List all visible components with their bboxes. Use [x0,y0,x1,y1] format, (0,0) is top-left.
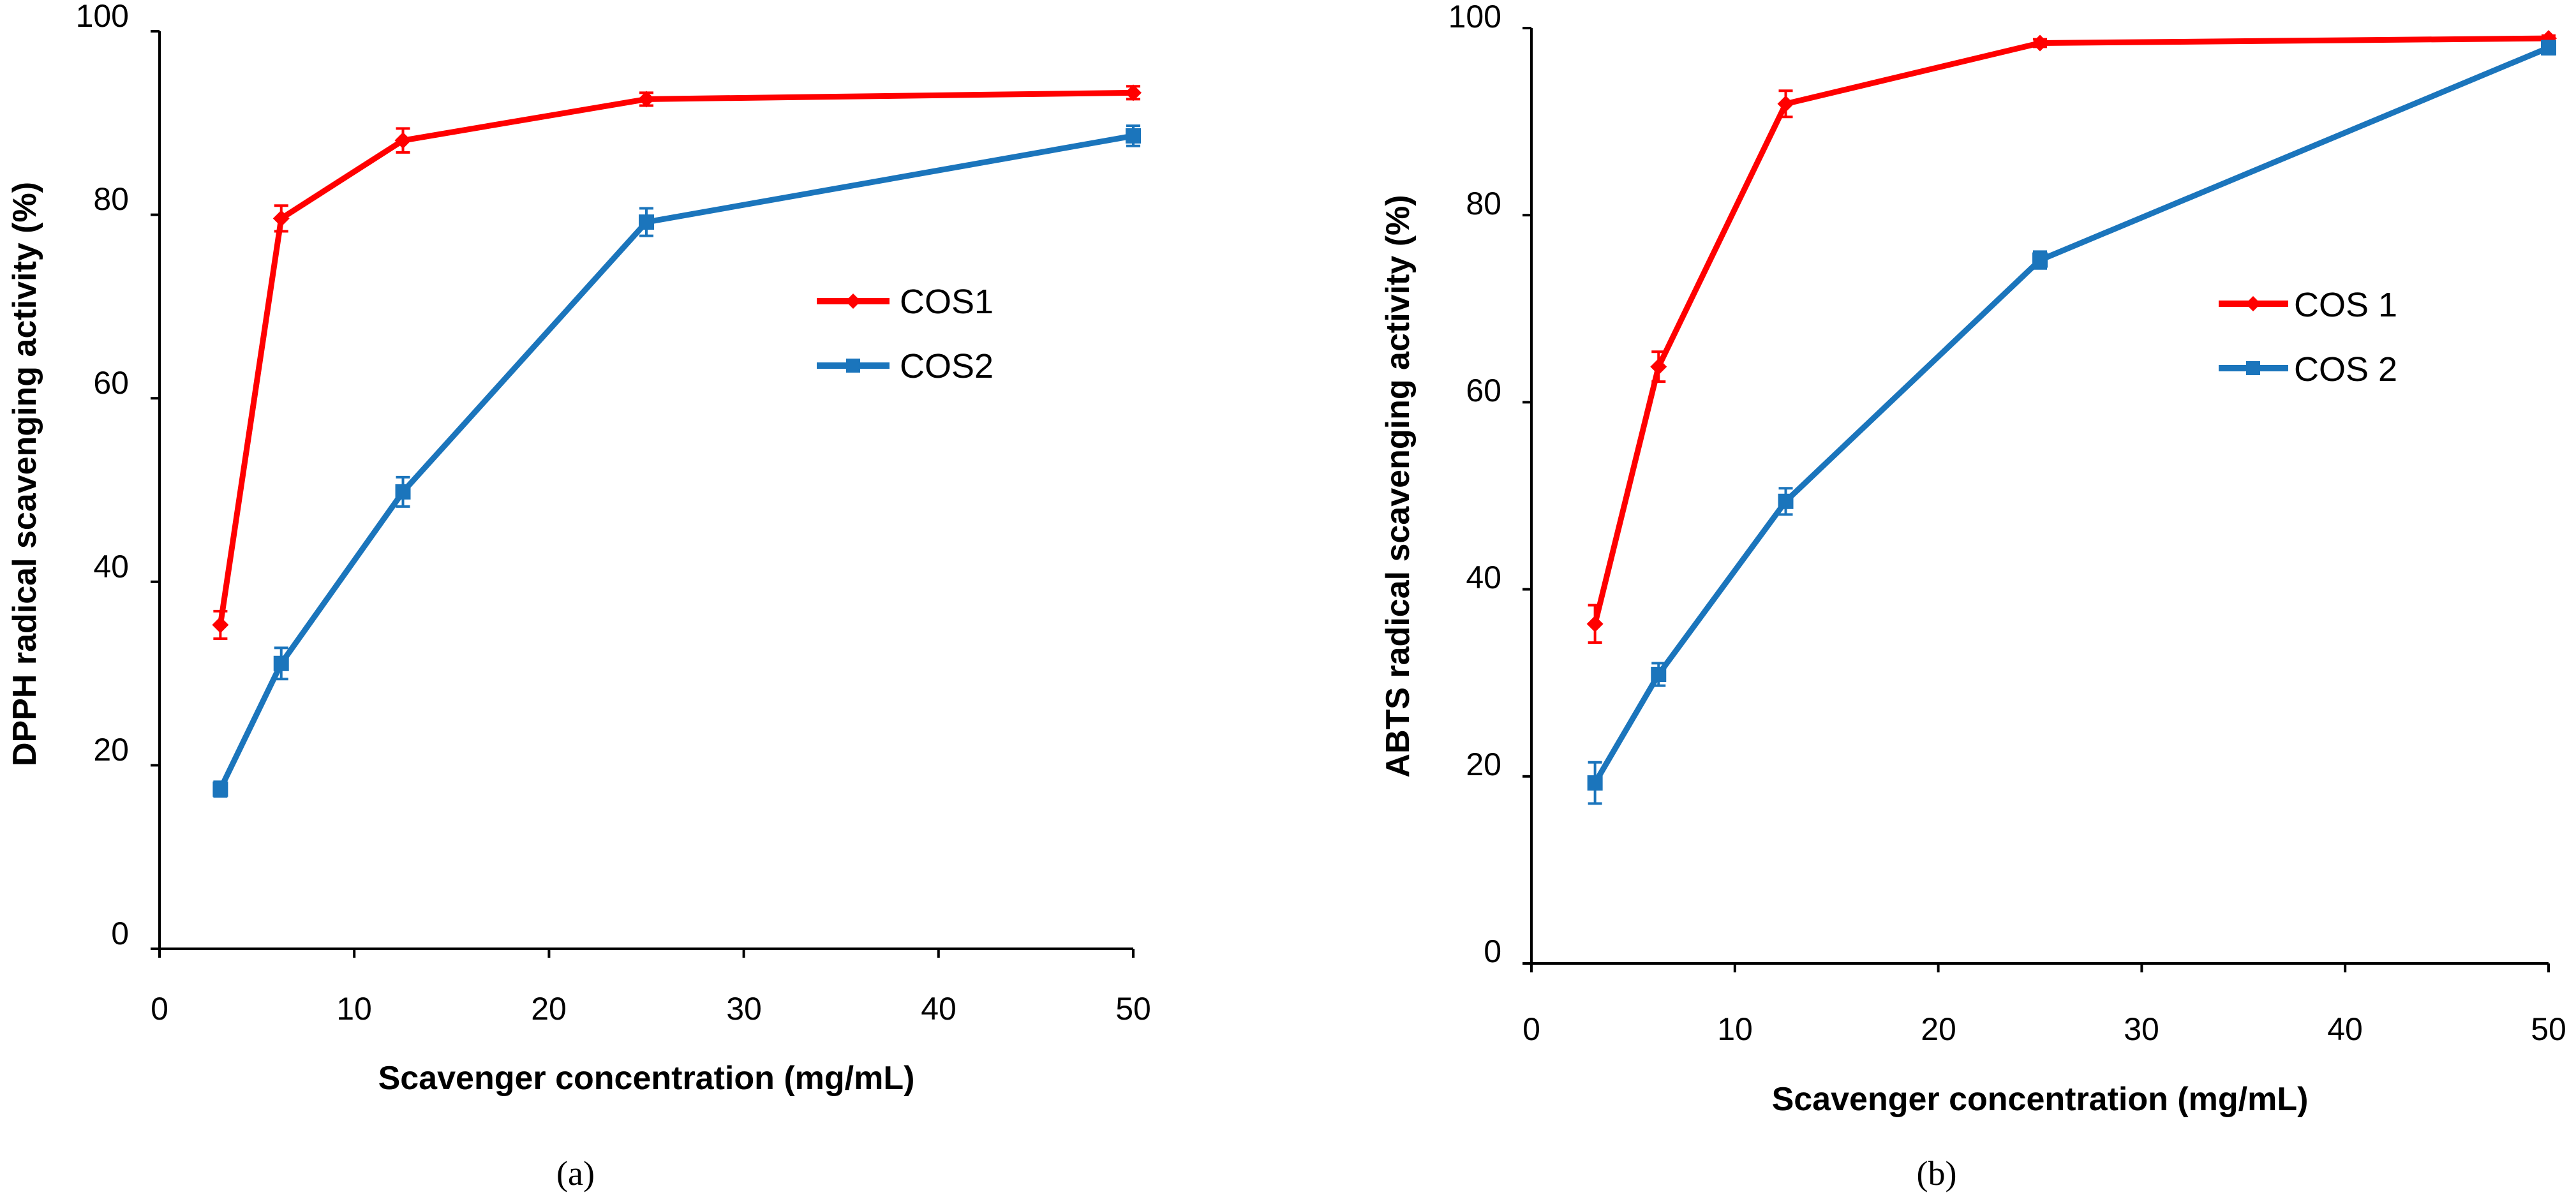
x-tick-labels: 0 10 20 30 40 50 [151,991,1151,1027]
series-1 [1586,30,2557,644]
y-tick-label: 100 [1448,0,1501,34]
series-line [1592,45,2550,785]
data-point [212,781,228,797]
data-point [2032,252,2048,268]
y-tick-label: 40 [1466,560,1501,595]
panel-label: (b) [1917,1154,1957,1193]
data-point [1777,95,1794,112]
x-tick-label: 40 [2327,1011,2363,1047]
legend-label: COS2 [900,347,994,385]
series-line [218,133,1134,791]
x-tick-label: 40 [921,991,957,1027]
y-tick-label: 60 [93,365,129,401]
x-tick-label: 10 [1717,1011,1753,1047]
legend-item: COS 2 [2219,350,2397,389]
y-tick-label: 20 [93,732,129,768]
legend-marker [845,294,861,309]
y-tick-label: 100 [76,0,129,34]
x-tick-label: 0 [1523,1011,1540,1047]
data-point [1587,775,1603,791]
x-tick-label: 50 [1115,991,1151,1027]
panel-label: (a) [556,1154,595,1193]
y-tick-label: 40 [93,549,129,584]
x-tick-label: 20 [1921,1011,1956,1047]
series-2 [212,124,1141,798]
y-axis-title: ABTS radical scavenging activity (%) [1380,195,1417,777]
legend: COS1 COS2 [817,283,994,385]
y-tick-label: 0 [111,916,129,951]
data-point [1586,615,1604,632]
y-tick-label: 0 [1484,933,1501,969]
data-point [1651,667,1667,683]
legend-item: COS2 [817,347,994,385]
x-tick-label: 50 [2531,1011,2566,1047]
data-point [212,616,229,634]
data-point [1650,358,1667,375]
legend-item: COS1 [817,283,994,321]
data-point [272,210,290,227]
legend-item: COS 1 [2219,286,2397,324]
y-tick-label: 60 [1466,373,1501,408]
data-point [2541,40,2556,56]
legend-label: COS 1 [2294,286,2397,324]
y-tick-label: 80 [93,181,129,217]
data-point [394,132,412,149]
x-tick-label: 0 [151,991,168,1027]
series-line [1592,35,2549,625]
x-axis-title: Scavenger concentration (mg/mL) [378,1060,915,1097]
series-1 [212,84,1142,640]
chart-panel-b: 0 20 40 60 80 100 0 10 20 30 40 50 Scave… [1380,0,2566,1193]
axes [151,30,1135,958]
legend-marker [846,359,860,373]
legend-marker [2246,361,2260,375]
series-line [217,89,1134,626]
data-point [273,655,289,671]
legend-label: COS1 [900,283,994,321]
y-tick-label: 20 [1466,747,1501,782]
y-axis-title: DPPH radical scavenging activity (%) [6,182,43,766]
series-2 [1587,40,2556,805]
data-point [1126,128,1141,144]
x-tick-label: 30 [2124,1011,2159,1047]
axes [1523,27,2550,972]
y-tick-label: 80 [1466,186,1501,221]
x-tick-label: 20 [531,991,567,1027]
data-point [395,484,411,500]
x-tick-label: 30 [726,991,762,1027]
legend-label: COS 2 [2294,350,2397,389]
x-axis-title: Scavenger concentration (mg/mL) [1772,1081,2309,1118]
data-point [1125,84,1142,101]
legend: COS 1 COS 2 [2219,286,2397,389]
data-point [2032,34,2048,52]
y-tick-labels: 0 20 40 60 80 100 [76,0,129,951]
x-tick-labels: 0 10 20 30 40 50 [1523,1011,2566,1047]
x-tick-label: 10 [336,991,372,1027]
data-point [638,91,655,108]
legend-marker [2245,296,2261,311]
chart-panel-a: 0 20 40 60 80 100 0 10 20 30 40 50 Scave… [6,0,1151,1193]
y-tick-labels: 0 20 40 60 80 100 [1448,0,1501,969]
data-point [1778,493,1794,509]
data-point [639,214,654,230]
